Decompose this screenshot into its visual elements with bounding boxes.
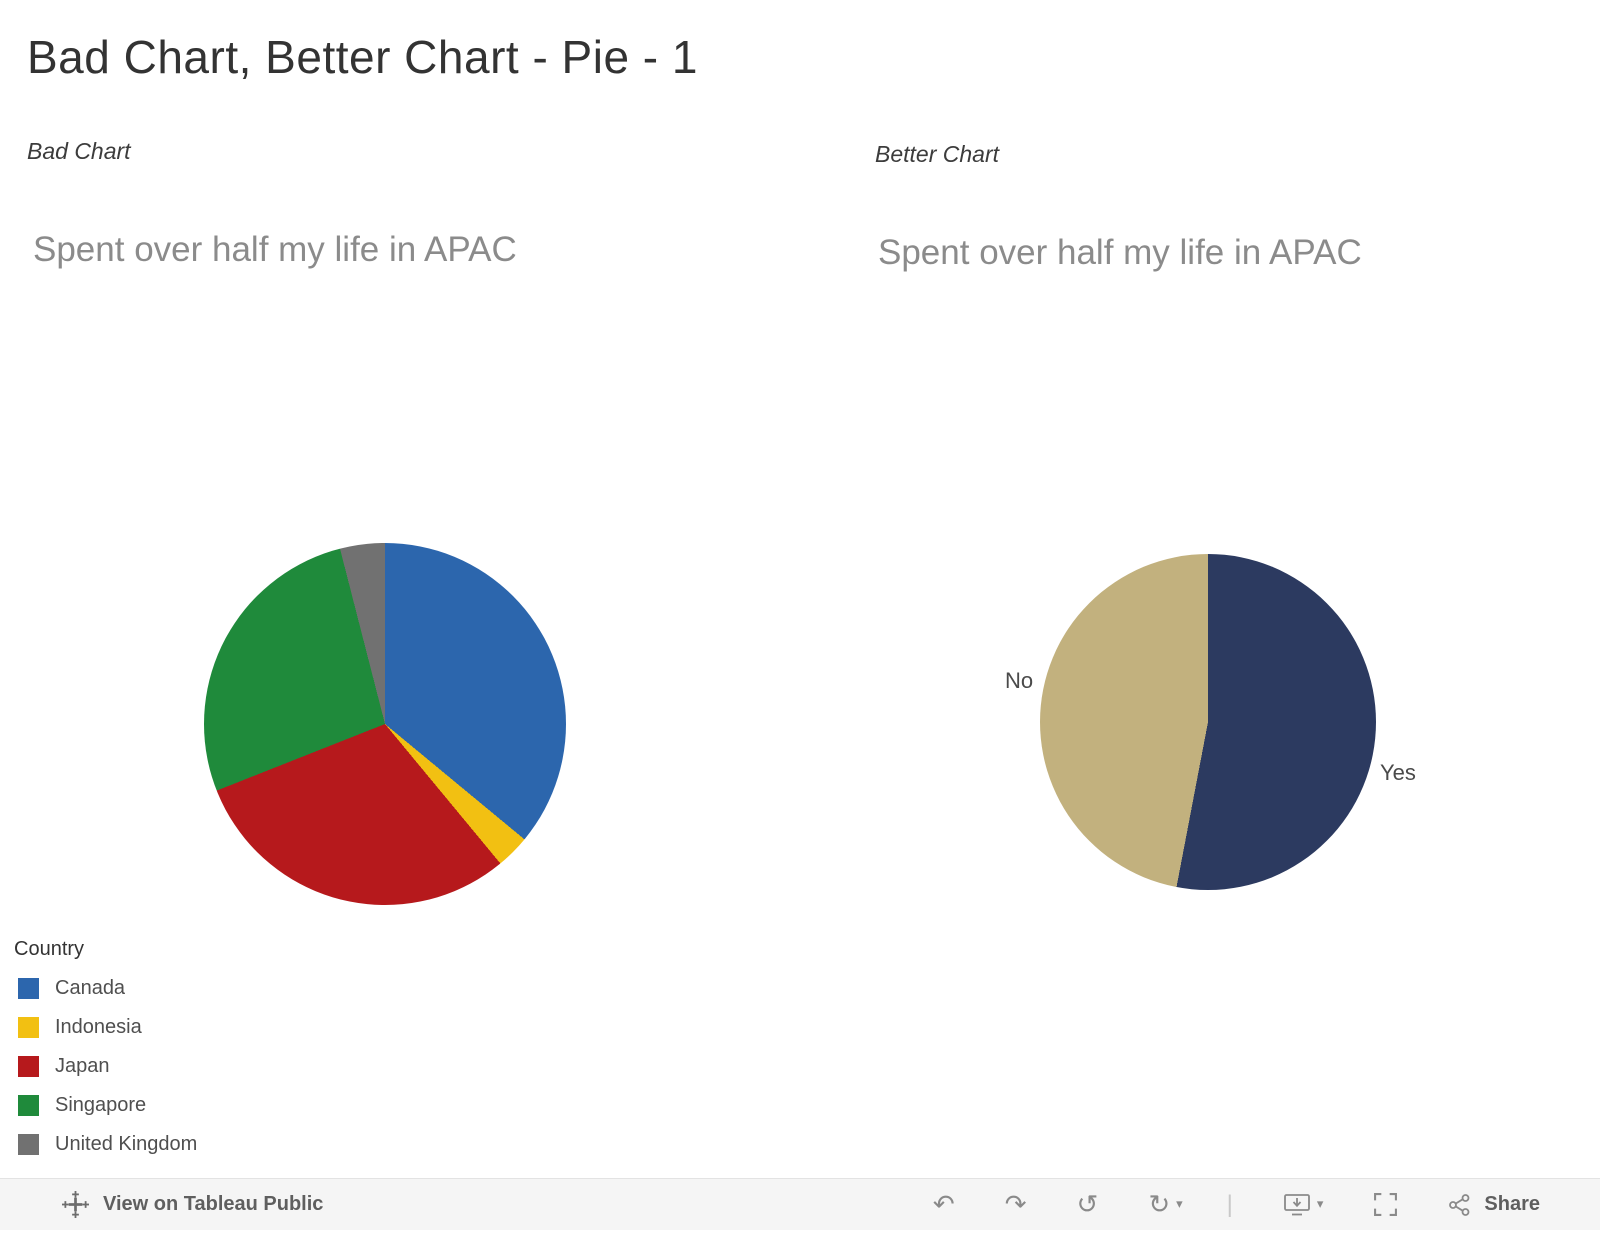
fullscreen-icon bbox=[1374, 1193, 1398, 1216]
better-pie-label-yes: Yes bbox=[1380, 760, 1416, 785]
tableau-logo-icon bbox=[62, 1191, 89, 1218]
legend-item-japan[interactable]: Japan bbox=[18, 1055, 197, 1077]
toolbar-separator: | bbox=[1226, 1190, 1233, 1218]
better-chart-title: Spent over half my life in APAC bbox=[878, 233, 1362, 272]
legend-swatch-singapore bbox=[18, 1095, 39, 1116]
better-pie-label-no: No bbox=[1005, 668, 1034, 693]
fullscreen-button[interactable] bbox=[1373, 1192, 1398, 1217]
legend-label-singapore: Singapore bbox=[55, 1094, 147, 1116]
legend-swatch-indonesia bbox=[18, 1017, 39, 1038]
legend-label-united-kingdom: United Kingdom bbox=[55, 1133, 198, 1155]
refresh-icon: ↻ bbox=[1148, 1189, 1171, 1220]
view-on-tableau-public-link[interactable]: View on Tableau Public bbox=[62, 1191, 323, 1218]
redo-icon[interactable]: ↷ bbox=[1004, 1189, 1027, 1220]
share-label: Share bbox=[1484, 1193, 1540, 1215]
revert-icon[interactable]: ↺ bbox=[1076, 1189, 1099, 1220]
legend-swatch-japan bbox=[18, 1056, 39, 1077]
country-legend: Country Canada Indonesia Japan Singapore… bbox=[14, 938, 197, 1173]
bad-chart-title: Spent over half my life in APAC bbox=[33, 230, 517, 269]
tableau-toolbar: View on Tableau Public ↶ ↷ ↺ ↻ ▾ | bbox=[0, 1178, 1600, 1230]
toolbar-buttons: ↶ ↷ ↺ ↻ ▾ | ▾ bbox=[883, 1191, 1540, 1219]
legend-item-indonesia[interactable]: Indonesia bbox=[18, 1016, 197, 1038]
legend-swatch-united-kingdom bbox=[18, 1134, 39, 1155]
page-title: Bad Chart, Better Chart - Pie - 1 bbox=[27, 31, 698, 83]
legend-label-canada: Canada bbox=[55, 977, 126, 999]
better-chart-panel-label: Better Chart bbox=[875, 141, 999, 167]
view-on-tableau-public-label: View on Tableau Public bbox=[103, 1193, 324, 1215]
download-button[interactable]: ▾ bbox=[1283, 1193, 1324, 1217]
legend-item-singapore[interactable]: Singapore bbox=[18, 1094, 197, 1116]
undo-icon[interactable]: ↶ bbox=[932, 1189, 955, 1220]
bad-pie-chart[interactable] bbox=[204, 543, 566, 905]
download-caret-icon: ▾ bbox=[1316, 1197, 1324, 1212]
legend-label-indonesia: Indonesia bbox=[55, 1016, 142, 1038]
legend-title: Country bbox=[14, 938, 85, 960]
better-pie-chart[interactable] bbox=[1040, 554, 1376, 890]
share-icon bbox=[1449, 1193, 1470, 1216]
share-button[interactable]: Share bbox=[1448, 1193, 1540, 1217]
legend-label-japan: Japan bbox=[55, 1055, 110, 1077]
bad-chart-panel-label: Bad Chart bbox=[27, 138, 131, 164]
legend-item-canada[interactable]: Canada bbox=[18, 977, 197, 999]
legend-item-united-kingdom[interactable]: United Kingdom bbox=[18, 1133, 198, 1155]
download-device-icon bbox=[1283, 1193, 1310, 1215]
refresh-button[interactable]: ↻ ▾ bbox=[1148, 1192, 1182, 1218]
refresh-caret-icon: ▾ bbox=[1176, 1197, 1183, 1212]
legend-swatch-canada bbox=[18, 978, 39, 999]
